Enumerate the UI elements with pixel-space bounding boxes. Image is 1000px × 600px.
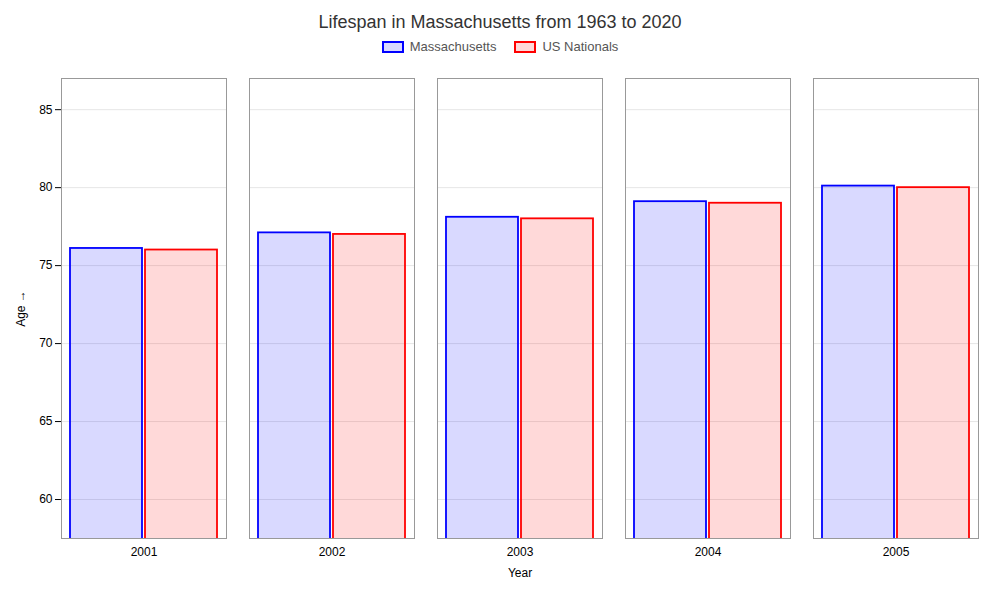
svg-text:Age →: Age → [14,290,28,327]
svg-text:85: 85 [39,103,53,117]
svg-text:2002: 2002 [319,545,346,559]
html-text:US Nationals: US Nationals [542,39,619,54]
svg-text:2004: 2004 [695,545,722,559]
html-text:Massachusetts: Massachusetts [409,39,497,54]
svg-text:Year: Year [508,566,532,580]
svg-text:80: 80 [39,180,53,194]
svg-text:2001: 2001 [131,545,158,559]
svg-text:2003: 2003 [507,545,534,559]
svg-text:70: 70 [39,336,53,350]
html-text:Lifespan in Massachusetts from: Lifespan in Massachusetts from 1963 to 2… [318,12,682,32]
svg-text:2005: 2005 [883,545,910,559]
svg-text:65: 65 [39,414,53,428]
svg-text:60: 60 [39,492,53,506]
svg-text:75: 75 [39,258,53,272]
